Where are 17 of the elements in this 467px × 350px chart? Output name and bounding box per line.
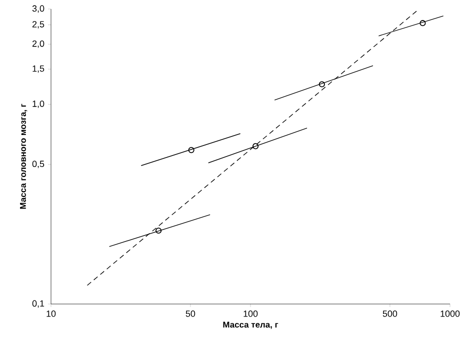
point (318, 81, 325, 88)
y-tick-label: 3,0 (32, 5, 44, 13)
point (188, 147, 194, 154)
point (252, 143, 259, 150)
x-axis-title: Масса тела, г (223, 322, 278, 329)
y-tick-label: 1,5 (32, 65, 44, 73)
y-tick-label: 1,0 (32, 100, 44, 108)
x-tick-label: 1000 (440, 310, 460, 317)
y-tick-label: 0,5 (32, 160, 44, 168)
y-tick-label: 2,0 (32, 40, 44, 48)
x-tick-label: 500 (382, 310, 398, 317)
y-tick-label: 0,1 (32, 300, 44, 308)
y-tick-label: 2,5 (32, 21, 44, 29)
x-tick-label: 10 (46, 310, 56, 317)
x-tick-label: 100 (244, 310, 258, 317)
y-axis-title: Масса головного мозга, г (20, 104, 28, 209)
x-tick-label: 50 (186, 310, 196, 317)
